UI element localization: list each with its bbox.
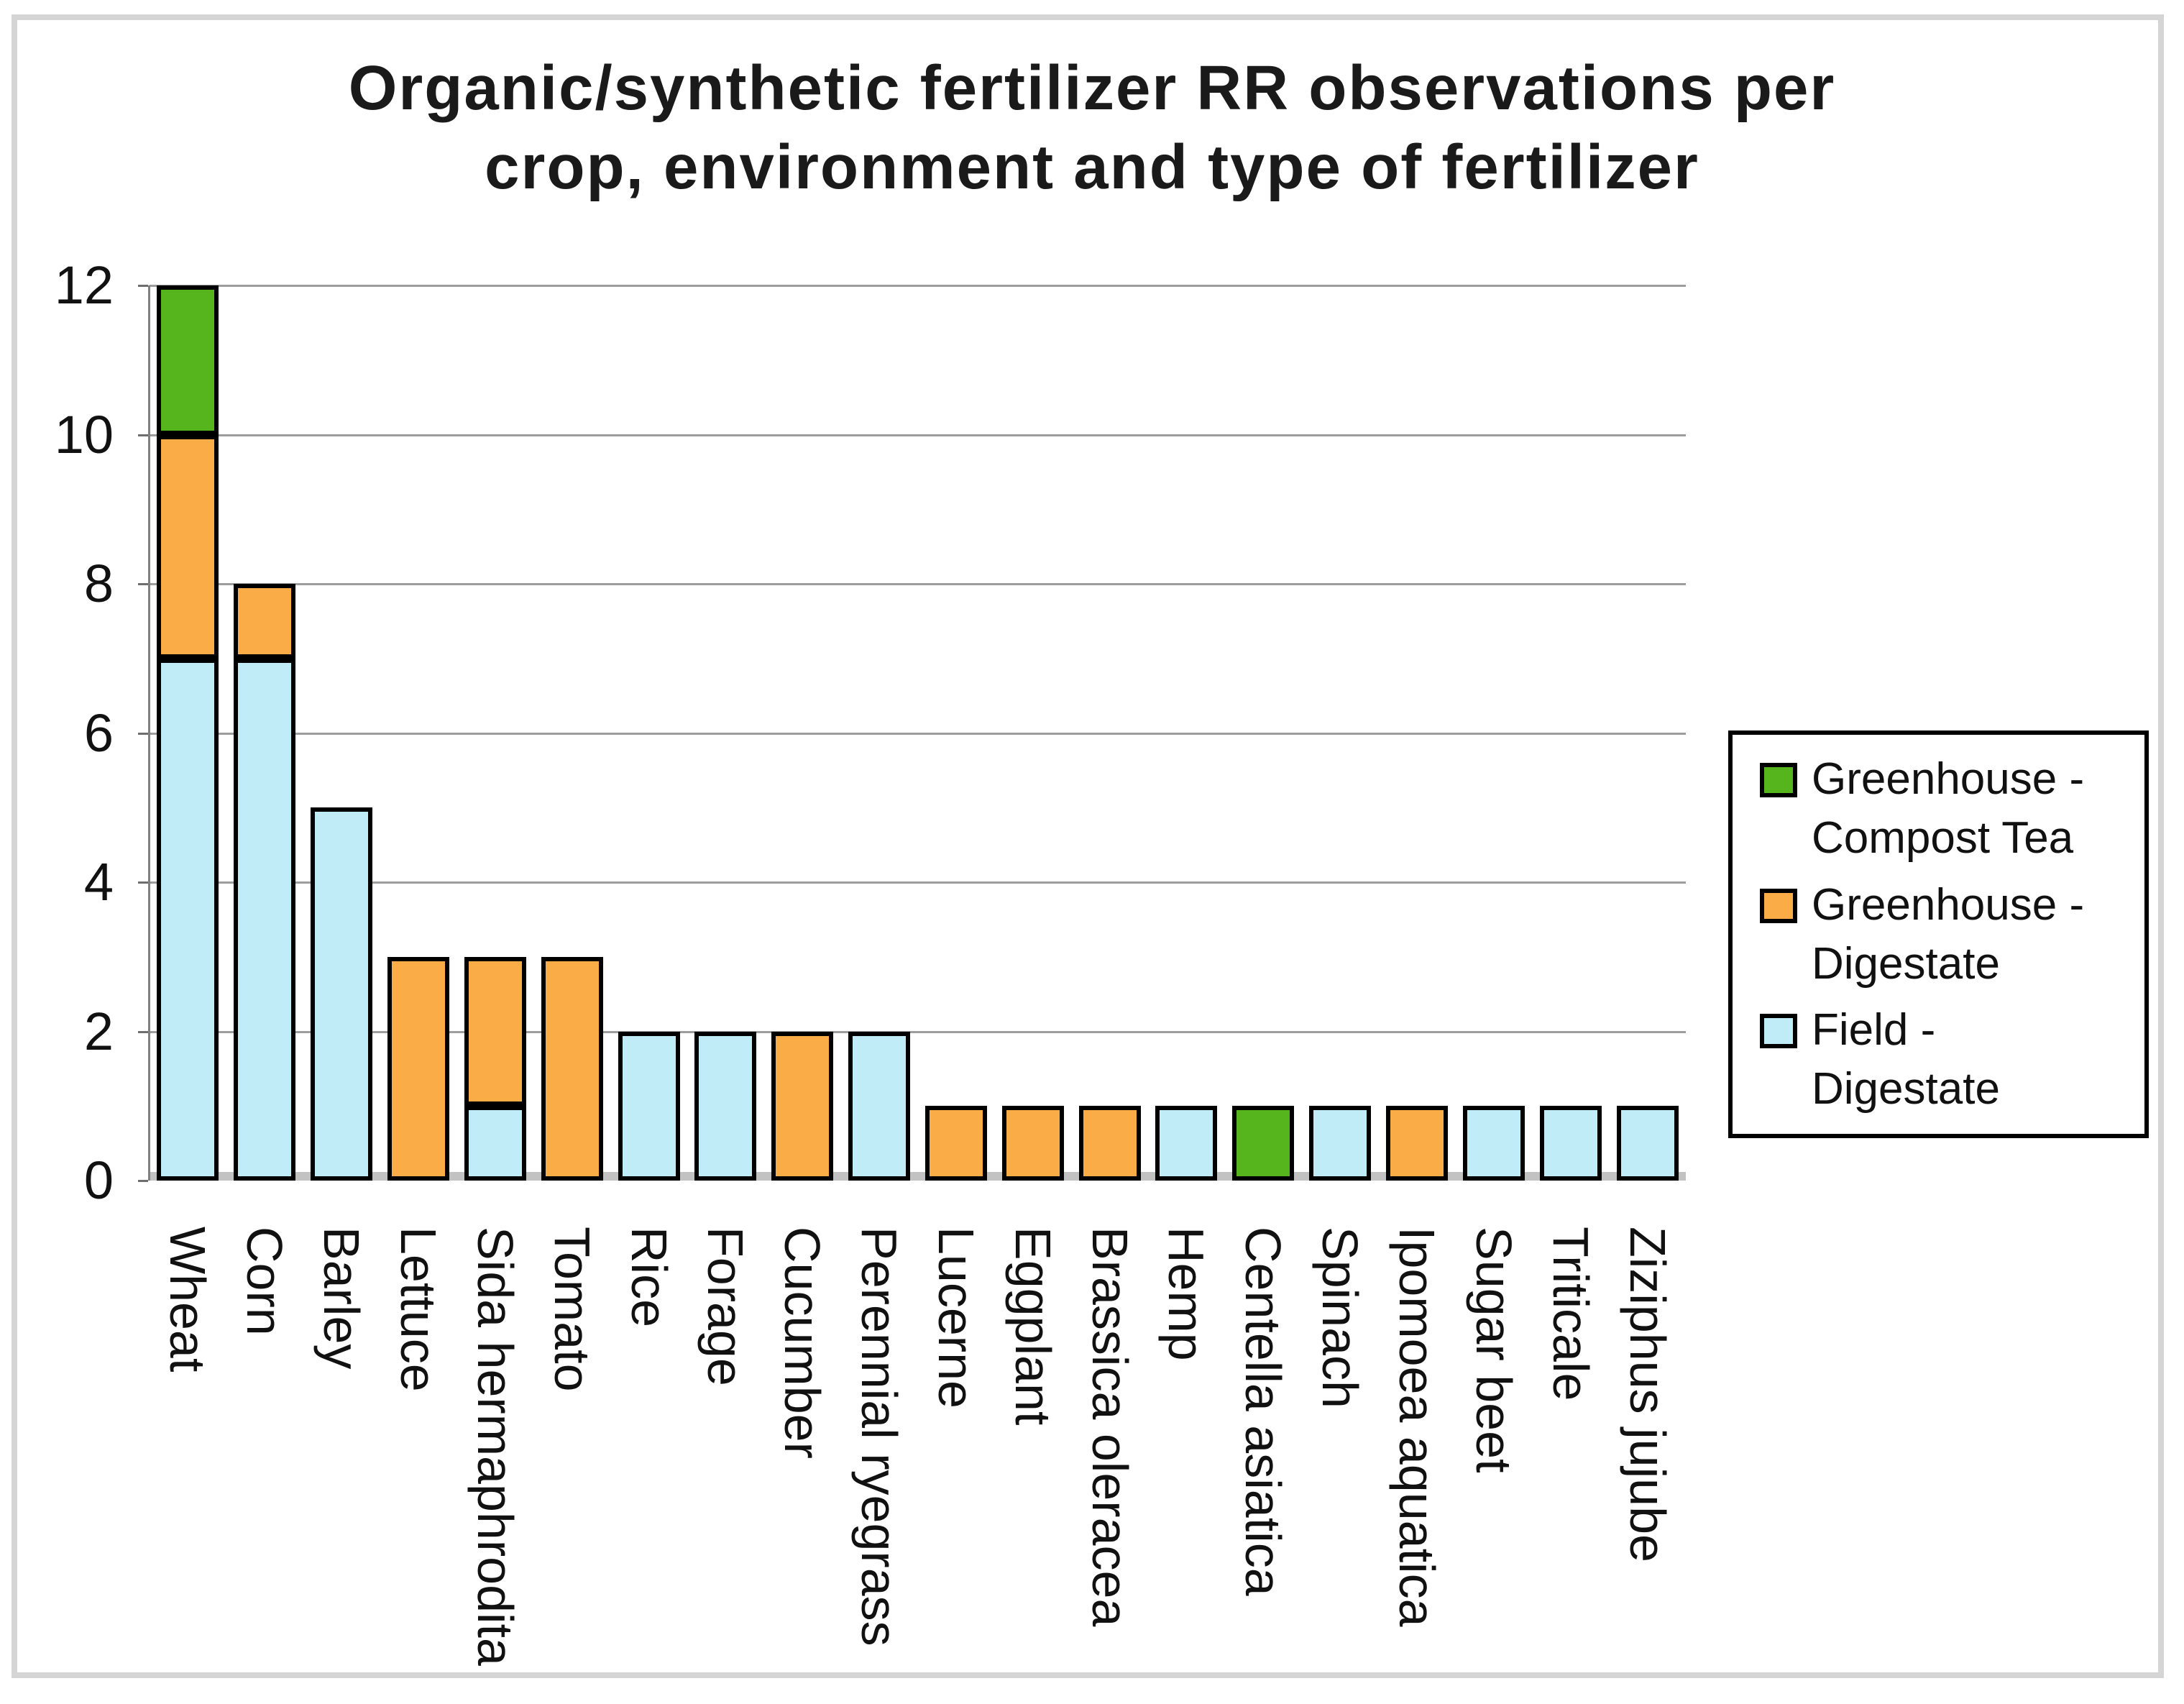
gridline — [150, 732, 1686, 735]
y-tick — [138, 881, 148, 884]
bar-segment-tomato-greenhouse-digestate — [541, 956, 603, 1181]
x-label-wheat: Wheat — [160, 1227, 216, 1373]
gridline — [150, 285, 1686, 287]
x-label-spinach: Spinach — [1312, 1227, 1369, 1408]
bar-segment-wheat-field-digestate — [157, 658, 219, 1181]
x-label-corn: Corn — [237, 1227, 293, 1336]
bar-segment-wheat-greenhouse-compost-tea — [157, 285, 219, 435]
bar-segment-sida-hermaphrodita-greenhouse-digestate — [464, 956, 526, 1107]
bar-segment-ziziphus-jujube-field-digestate — [1616, 1106, 1679, 1181]
x-label-cucumber: Cucumber — [774, 1227, 831, 1459]
y-tick — [138, 732, 148, 735]
y-axis-line — [148, 285, 150, 1181]
y-tick-label: 8 — [83, 554, 114, 613]
y-tick-label: 4 — [83, 852, 114, 912]
y-tick — [138, 434, 148, 436]
legend-swatch-greenhouse-digestate — [1760, 888, 1797, 923]
x-label-brassica-oleracea: Brassica oleracea — [1081, 1227, 1138, 1627]
y-tick — [138, 1180, 148, 1182]
x-label-centella-asiatica: Centella asiatica — [1235, 1227, 1292, 1596]
x-label-perennial-ryegrass: Perennial ryegrass — [851, 1227, 908, 1646]
chart-title: Organic/synthetic fertilizer RR observat… — [0, 49, 2184, 207]
bar-segment-brassica-oleracea-greenhouse-digestate — [1078, 1106, 1141, 1181]
bar-segment-centella-asiatica-greenhouse-compost-tea — [1232, 1106, 1295, 1181]
bar-segment-wheat-greenhouse-digestate — [157, 434, 219, 659]
legend-label-line: Field - — [1812, 1005, 1936, 1055]
legend-label-line: Digestate — [1812, 938, 2000, 989]
legend-label-greenhouse-compost-tea: Greenhouse - Compost Tea — [1812, 750, 2084, 868]
y-tick-label: 6 — [83, 702, 114, 763]
chart-title-line2: crop, environment and type of fertilizer — [485, 132, 1699, 202]
bar-segment-perennial-ryegrass-field-digestate — [848, 1031, 911, 1181]
bar-segment-sida-hermaphrodita-field-digestate — [464, 1106, 526, 1181]
x-label-sugar-beet: Sugar beet — [1465, 1227, 1522, 1473]
bar-segment-lettuce-greenhouse-digestate — [387, 956, 449, 1181]
gridline — [150, 434, 1686, 436]
y-tick — [138, 1030, 148, 1033]
x-label-forage: Forage — [697, 1227, 754, 1386]
legend-entry-greenhouse-compost-tea: Greenhouse - Compost Tea — [1760, 750, 2144, 868]
x-label-lucerne: Lucerne — [927, 1227, 984, 1408]
bar-segment-triticale-field-digestate — [1539, 1106, 1602, 1181]
x-label-lettuce: Lettuce — [390, 1227, 446, 1392]
bar-segment-ipomoea-aquatica-greenhouse-digestate — [1386, 1106, 1449, 1181]
legend-label-line: Digestate — [1812, 1064, 2000, 1114]
legend-entry-field-digestate: Field - Digestate — [1760, 1001, 2144, 1119]
chart-title-line1: Organic/synthetic fertilizer RR observat… — [348, 53, 1836, 123]
gridline — [150, 881, 1686, 884]
y-tick — [138, 285, 148, 287]
y-tick — [138, 583, 148, 585]
x-label-ziziphus-jujube: Ziziphus jujube — [1619, 1227, 1676, 1562]
bar-segment-eggplant-greenhouse-digestate — [1001, 1106, 1064, 1181]
legend-label-line: Compost Tea — [1812, 812, 2074, 863]
x-axis-line — [150, 1172, 1686, 1181]
x-label-eggplant: Eggplant — [1004, 1227, 1061, 1426]
gridline — [150, 1030, 1686, 1033]
legend-label-line: Greenhouse - — [1812, 753, 2085, 804]
bar-segment-corn-field-digestate — [234, 658, 296, 1181]
x-label-barley: Barley — [313, 1227, 370, 1370]
bar-segment-barley-field-digestate — [311, 807, 373, 1181]
x-label-tomato: Tomato — [543, 1227, 600, 1392]
x-label-sida-hermaphrodita: Sida hermaphrodita — [467, 1227, 523, 1666]
legend-swatch-field-digestate — [1760, 1014, 1797, 1049]
x-label-triticale: Triticale — [1542, 1227, 1599, 1401]
bar-segment-corn-greenhouse-digestate — [234, 584, 296, 659]
bar-segment-forage-field-digestate — [694, 1031, 757, 1181]
bar-segment-hemp-field-digestate — [1155, 1106, 1218, 1181]
legend-label-line: Greenhouse - — [1812, 879, 2085, 930]
bar-segment-cucumber-greenhouse-digestate — [771, 1031, 834, 1181]
bar-segment-rice-field-digestate — [618, 1031, 680, 1181]
legend-label-greenhouse-digestate: Greenhouse - Digestate — [1812, 876, 2084, 994]
legend-swatch-greenhouse-compost-tea — [1760, 762, 1797, 797]
y-tick-label: 12 — [54, 255, 114, 315]
legend: Greenhouse - Compost Tea Greenhouse - Di… — [1728, 730, 2149, 1138]
bar-segment-spinach-field-digestate — [1309, 1106, 1372, 1181]
x-label-hemp: Hemp — [1158, 1227, 1215, 1361]
bar-segment-sugar-beet-field-digestate — [1462, 1106, 1525, 1181]
y-tick-label: 10 — [54, 404, 114, 464]
legend-label-field-digestate: Field - Digestate — [1812, 1001, 2000, 1119]
y-tick-label: 2 — [83, 1001, 114, 1061]
legend-entry-greenhouse-digestate: Greenhouse - Digestate — [1760, 876, 2144, 994]
gridline — [150, 583, 1686, 585]
bar-segment-lucerne-greenhouse-digestate — [924, 1106, 987, 1181]
x-label-ipomoea-aquatica: Ipomoea aquatica — [1389, 1227, 1446, 1627]
x-label-rice: Rice — [620, 1227, 677, 1328]
y-tick-label: 0 — [83, 1150, 114, 1210]
